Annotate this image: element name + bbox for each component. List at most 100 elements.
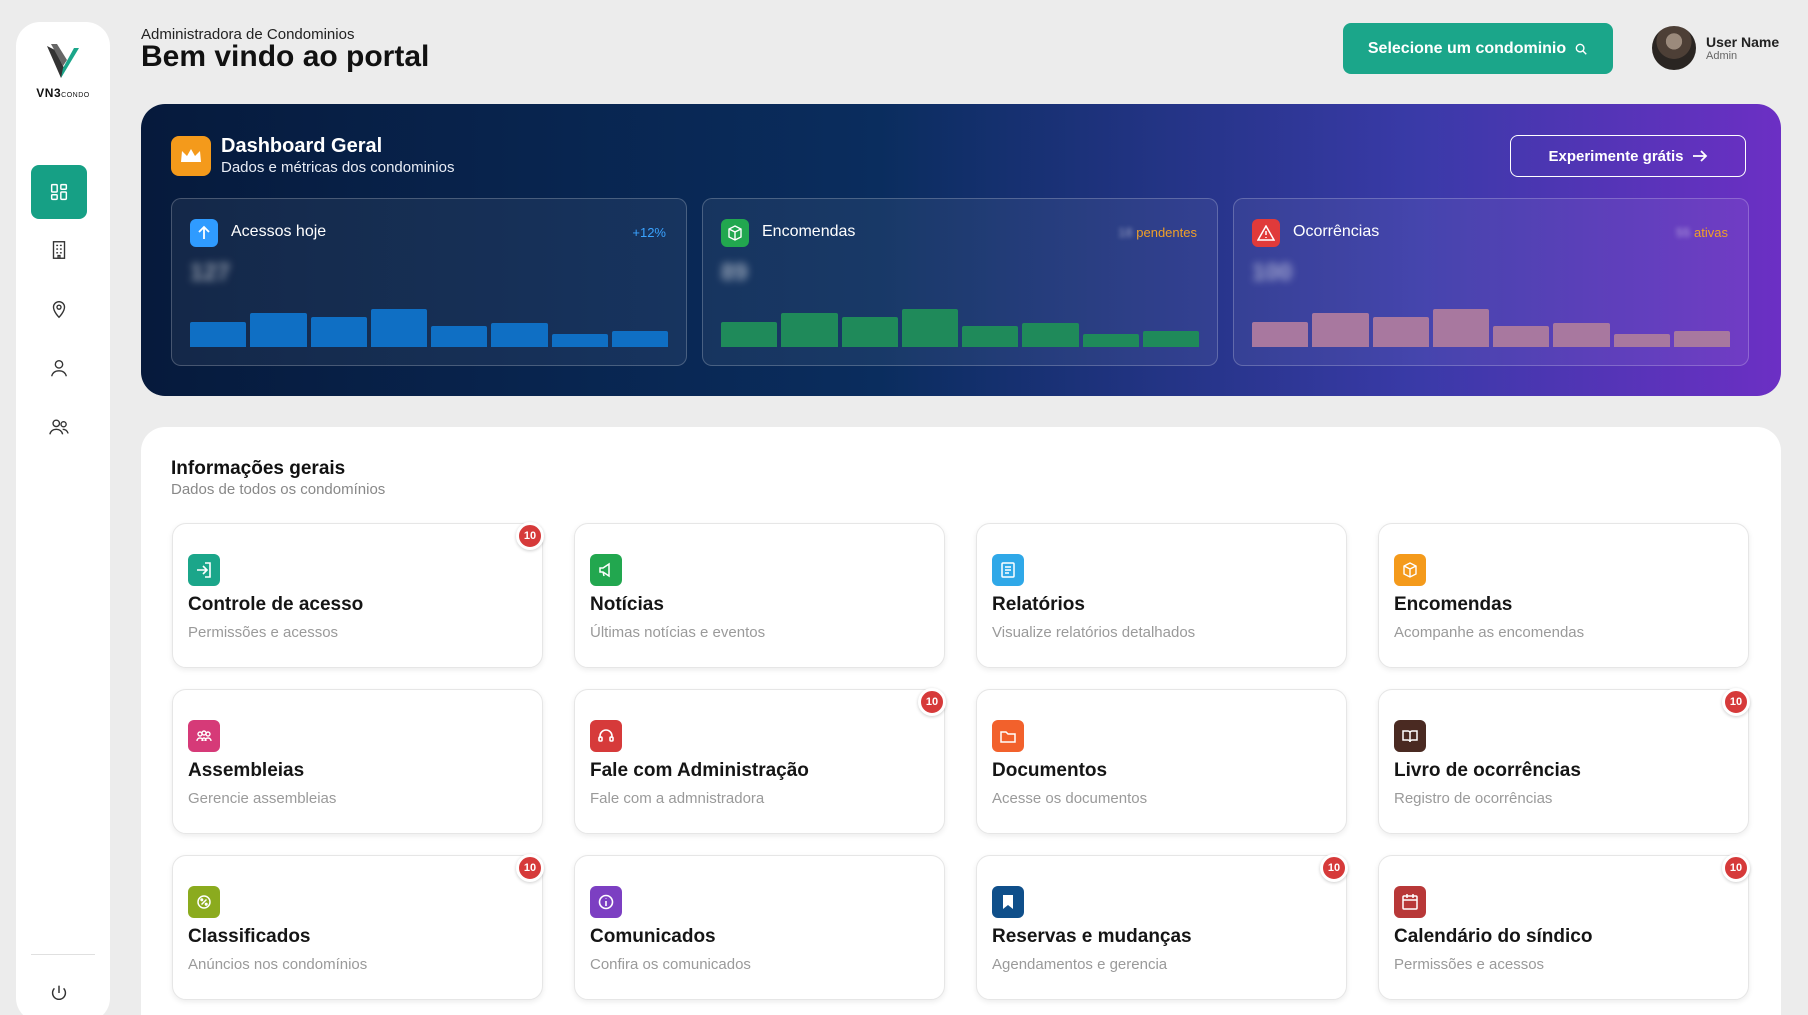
metric-bar <box>1432 309 1489 347</box>
card-controle-de-acesso[interactable]: Controle de acesso Permissões e acessos 10 <box>172 522 544 668</box>
card-comunicados[interactable]: Comunicados Confira os comunicados <box>574 855 945 1000</box>
metric-title: Encomendas <box>762 223 856 240</box>
info-icon <box>590 886 622 918</box>
search-icon <box>1575 43 1587 55</box>
metric-bar <box>250 312 307 347</box>
location-pin-icon <box>52 301 66 319</box>
arrow-up-icon <box>190 219 218 247</box>
metric-bar <box>611 330 668 347</box>
card-subtitle: Acesse os documentos <box>992 790 1148 807</box>
metric-bar <box>721 321 778 347</box>
metric-bar <box>781 312 838 347</box>
folder-icon <box>992 720 1024 752</box>
metric-bar <box>1142 330 1199 347</box>
metric-card-accesses[interactable]: Acessos hoje +12% 127 <box>171 198 687 366</box>
metric-bars <box>721 301 1199 347</box>
sidebar-item-users[interactable] <box>31 400 87 454</box>
free-trial-label: Experimente grátis <box>1548 147 1684 165</box>
user-name: User Name <box>1706 34 1780 50</box>
package-icon <box>721 219 749 247</box>
card-encomendas[interactable]: Encomendas Acompanhe as encomendas <box>1378 523 1749 668</box>
logo[interactable]: VN3CONDO <box>16 42 110 100</box>
metric-bar <box>841 317 898 347</box>
metric-bar <box>1022 323 1079 347</box>
card-fale-com-administracao[interactable]: Fale com Administração Fale com a admnist… <box>574 688 946 834</box>
notification-badge: 10 <box>1722 854 1750 882</box>
card-title: Comunicados <box>590 926 716 947</box>
card-subtitle: Visualize relatórios detalhados <box>992 624 1196 641</box>
card-subtitle: Gerencie assembleias <box>188 790 337 807</box>
metric-bar <box>1312 312 1369 347</box>
sidebar-item-user[interactable] <box>31 341 87 395</box>
metric-badge: 55 ativas <box>1675 225 1728 240</box>
card-livro-de-ocorrencias[interactable]: Livro de ocorrências Registro de ocorrênc… <box>1378 688 1750 834</box>
metric-card-packages[interactable]: Encomendas 18 pendentes 89 <box>702 198 1218 366</box>
card-title: Calendário do síndico <box>1394 926 1593 947</box>
metric-bars <box>190 301 668 347</box>
users-icon <box>49 419 69 435</box>
card-noticias[interactable]: Notícias Últimas notícias e eventos <box>574 523 945 668</box>
metric-bar <box>1613 334 1670 347</box>
card-title: Notícias <box>590 594 664 615</box>
metric-badge: +12% <box>632 225 666 240</box>
power-icon <box>51 985 67 1000</box>
door-enter-icon <box>188 554 220 586</box>
card-subtitle: Últimas notícias e eventos <box>590 624 766 641</box>
logout-button[interactable] <box>31 966 87 1015</box>
metric-bar <box>1553 323 1610 347</box>
building-icon <box>52 241 66 259</box>
sidebar-item-location[interactable] <box>31 282 87 336</box>
percent-tag-icon <box>188 886 220 918</box>
report-icon <box>992 554 1024 586</box>
card-relatorios[interactable]: Relatórios Visualize relatórios detalhado… <box>976 523 1347 668</box>
dashboard-subtitle: Dados e métricas dos condominios <box>221 159 455 176</box>
sidebar-item-dashboard[interactable] <box>31 165 87 219</box>
card-title: Controle de acesso <box>188 594 364 615</box>
section-subtitle: Dados de todos os condomínios <box>171 481 386 498</box>
sidebar: VN3CONDO <box>16 22 110 1015</box>
free-trial-button[interactable]: Experimente grátis <box>1510 135 1746 177</box>
card-title: Fale com Administração <box>590 760 809 781</box>
card-subtitle: Registro de ocorrências <box>1394 790 1553 807</box>
bookmark-icon <box>992 886 1024 918</box>
metric-bar <box>431 326 488 347</box>
arrow-right-icon <box>1692 150 1707 162</box>
metric-bar <box>962 326 1019 347</box>
user-menu[interactable]: User Name Admin <box>1652 26 1779 70</box>
card-title: Classificados <box>188 926 311 947</box>
avatar[interactable] <box>1652 26 1696 70</box>
metric-title: Ocorrências <box>1293 223 1380 240</box>
card-documentos[interactable]: Documentos Acesse os documentos <box>976 689 1347 834</box>
metric-bar <box>190 321 247 347</box>
card-calendario-do-sindico[interactable]: Calendário do síndico Permissões e acesso… <box>1378 854 1750 1000</box>
sidebar-item-building[interactable] <box>31 223 87 277</box>
metric-bar <box>1252 321 1309 347</box>
metric-value: 89 <box>721 259 748 286</box>
user-role: Admin <box>1706 50 1738 62</box>
metric-bar <box>1372 317 1429 347</box>
metric-bar <box>901 309 958 347</box>
metric-value: 100 <box>1252 259 1293 286</box>
package-icon <box>1394 554 1426 586</box>
logo-text: VN3CONDO <box>36 86 90 100</box>
card-title: Relatórios <box>992 594 1085 615</box>
card-classificados[interactable]: Classificados Anúncios nos condomínios 10 <box>172 854 544 1000</box>
card-title: Assembleias <box>188 760 305 781</box>
select-condominium-button[interactable]: Selecione um condominio <box>1343 23 1613 74</box>
metric-bar <box>1493 326 1550 347</box>
metric-bars <box>1252 301 1730 347</box>
notification-badge: 10 <box>918 688 946 716</box>
card-reservas-e-mudancas[interactable]: Reservas e mudanças Agendamentos e gerenc… <box>976 854 1348 1000</box>
logo-mark-icon <box>47 44 79 78</box>
card-subtitle: Fale com a admnistradora <box>590 790 765 807</box>
metric-value: 127 <box>190 259 231 286</box>
notification-badge: 10 <box>516 854 544 882</box>
dashboard-title: Dashboard Geral <box>221 135 383 157</box>
metric-bar <box>1673 330 1730 347</box>
calendar-icon <box>1394 886 1426 918</box>
general-info-section: Informações gerais Dados de todos os con… <box>141 427 1781 1015</box>
notification-badge: 10 <box>516 522 544 550</box>
card-assembleias[interactable]: Assembleias Gerencie assembleias <box>172 689 543 834</box>
metric-card-occurrences[interactable]: Ocorrências 55 ativas 100 <box>1233 198 1749 366</box>
card-subtitle: Anúncios nos condomínios <box>188 956 368 973</box>
